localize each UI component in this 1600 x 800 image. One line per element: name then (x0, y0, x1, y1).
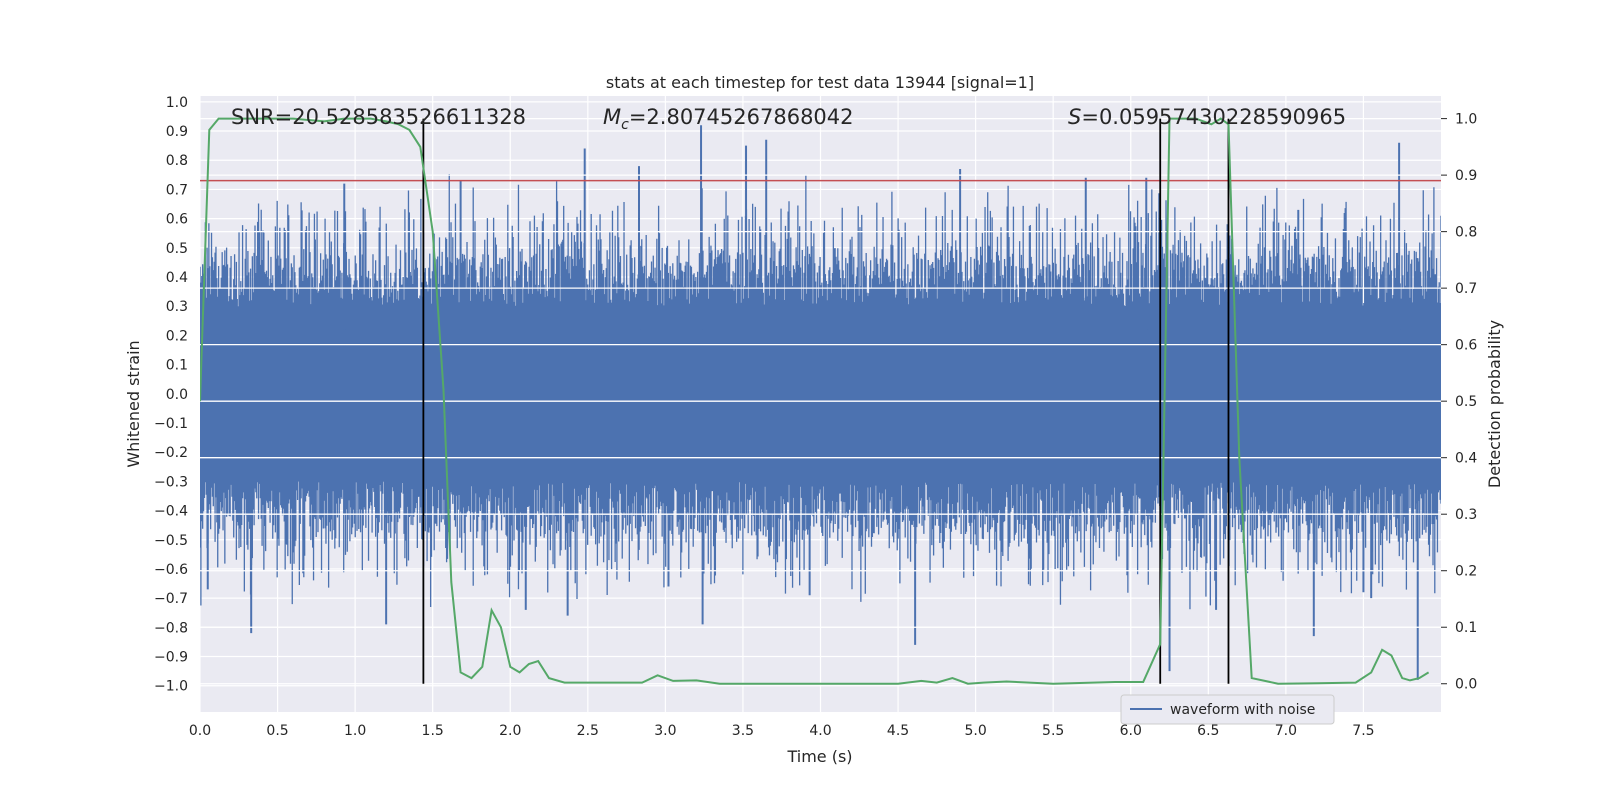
s-annotation: S=0.05957430228590965 (1068, 105, 1346, 129)
x-tick-label: 1.0 (344, 723, 366, 739)
x-tick-label: 1.5 (422, 723, 444, 739)
y-left-tick-label: 0.8 (166, 153, 188, 169)
chirp-mass-subscript: c (621, 117, 629, 133)
y-right-tick-label: 0.1 (1455, 620, 1477, 636)
x-tick-label: 7.0 (1275, 723, 1297, 739)
x-tick-label: 2.5 (577, 723, 599, 739)
legend: waveform with noise (1120, 694, 1335, 725)
x-tick-label: 3.0 (654, 723, 676, 739)
y-right-tick-label: 0.8 (1455, 225, 1477, 241)
detection-probability-line (200, 117, 1430, 685)
y-left-tick-label: 0.1 (166, 358, 188, 374)
y-left-tick-label: 0.6 (166, 212, 188, 228)
x-axis-label: Time (s) (786, 747, 852, 766)
y-right-tick-label: 0.5 (1455, 394, 1477, 410)
y-left-tick-label: −0.4 (154, 504, 188, 520)
y-right-tick-label: 0.9 (1455, 168, 1477, 184)
x-tick-label: 6.0 (1120, 723, 1142, 739)
x-tick-label: 6.5 (1197, 723, 1219, 739)
y-left-tick-label: −0.9 (154, 650, 188, 666)
x-tick-label: 7.5 (1352, 723, 1374, 739)
x-tick-label: 2.0 (499, 723, 521, 739)
x-tick-label: 3.5 (732, 723, 754, 739)
y-left-tick-label: 0.2 (166, 328, 188, 344)
ticks-layer: 0.0 0.5 1.0 1.5 2.0 2.5 3.0 3.5 4.0 4.5 5.0 5.5 6.0 6… (154, 95, 1477, 739)
s-value: =0.05957430228590965 (1081, 105, 1346, 129)
legend-entry-waveform: waveform with noise (1170, 702, 1315, 718)
chirp-mass-symbol: M (603, 105, 621, 129)
waveform-series (200, 125, 1441, 680)
y-left-tick-label: −0.3 (154, 474, 188, 490)
y-left-tick-label: 0.5 (166, 241, 188, 257)
y-left-tick-label: 0.0 (166, 387, 188, 403)
y-axis-right-label: Detection probability (1485, 320, 1504, 488)
snr-annotation: SNR=20.528583526611328 (231, 105, 526, 129)
y-right-tick-label: 0.6 (1455, 338, 1477, 354)
chirp-mass-annotation: Mc=2.80745267868042 (603, 105, 854, 133)
y-right-tick-label: 0.7 (1455, 281, 1477, 297)
y-left-tick-label: 0.7 (166, 182, 188, 198)
x-tick-label: 4.5 (887, 723, 909, 739)
y-right-tick-label: 0.0 (1455, 677, 1477, 693)
y-left-tick-label: −0.2 (154, 445, 188, 461)
y-right-tick-label: 1.0 (1455, 112, 1477, 128)
y-right-tick-label: 0.2 (1455, 564, 1477, 580)
chirp-mass-value: =2.80745267868042 (629, 105, 854, 129)
y-left-tick-label: 1.0 (166, 95, 188, 111)
s-symbol: S (1068, 105, 1081, 129)
y-right-tick-label: 0.4 (1455, 451, 1477, 467)
waveform-core-band (200, 329, 1441, 459)
y-left-tick-label: −1.0 (154, 679, 188, 695)
y-left-tick-label: −0.6 (154, 562, 188, 578)
x-tick-label: 5.0 (964, 723, 986, 739)
y-left-tick-label: −0.8 (154, 620, 188, 636)
x-tick-label: 0.0 (189, 723, 211, 739)
y-left-tick-label: −0.5 (154, 533, 188, 549)
x-tick-label: 4.0 (809, 723, 831, 739)
x-tick-label: 5.5 (1042, 723, 1064, 739)
y-axis-left-label: Whitened strain (124, 340, 143, 467)
legend-box (1120, 694, 1335, 725)
overlay-layer (200, 117, 1441, 685)
y-right-tick-label: 0.3 (1455, 507, 1477, 523)
y-left-tick-label: −0.1 (154, 416, 188, 432)
chart-title: stats at each timestep for test data 139… (606, 73, 1034, 92)
y-left-tick-label: −0.7 (154, 591, 188, 607)
x-tick-label: 0.5 (266, 723, 288, 739)
y-left-tick-label: 0.9 (166, 124, 188, 140)
y-left-tick-label: 0.4 (166, 270, 188, 286)
y-left-tick-label: 0.3 (166, 299, 188, 315)
